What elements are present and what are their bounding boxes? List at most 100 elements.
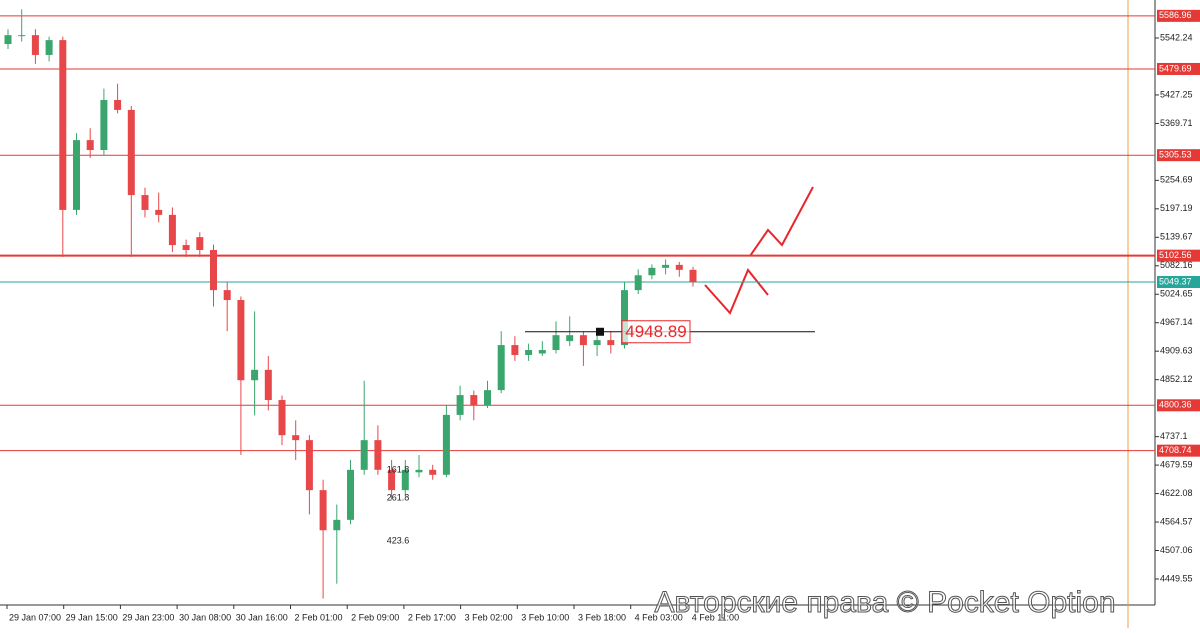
candle-body xyxy=(511,345,519,355)
candle-body xyxy=(73,140,80,210)
candle-body xyxy=(497,345,505,391)
candle-body xyxy=(347,469,354,520)
candle-body xyxy=(634,275,642,291)
y-tick-label: 5197.19 xyxy=(1160,203,1193,213)
candle-body xyxy=(127,109,135,196)
candle-body xyxy=(662,264,670,268)
fib-label: 423.6 xyxy=(387,535,410,545)
level-label-box xyxy=(1157,9,1200,22)
fib-label: 261.8 xyxy=(387,492,410,502)
y-tick-label: 4622.08 xyxy=(1160,488,1193,498)
candle-body xyxy=(470,395,478,405)
candle-body xyxy=(278,400,286,436)
candle-body xyxy=(415,469,423,473)
x-tick-label: 30 Jan 08:00 xyxy=(179,612,231,622)
candle-body xyxy=(237,300,245,381)
level-label: 4800.36 xyxy=(1159,400,1192,410)
candle-body xyxy=(689,269,697,283)
level-label-box xyxy=(1157,62,1200,75)
candle-body xyxy=(566,335,574,342)
candle-body xyxy=(305,440,313,491)
candle-body xyxy=(196,237,204,251)
candle-body xyxy=(45,40,53,55)
candle-body xyxy=(456,395,464,415)
watermark: Авторские права © Pocket Option xyxy=(654,586,1115,619)
candle-body xyxy=(675,264,683,270)
candle-body xyxy=(4,35,12,45)
y-tick-label: 4507.06 xyxy=(1160,545,1193,555)
x-tick-label: 29 Jan 15:00 xyxy=(66,612,118,622)
candle-body xyxy=(264,369,272,401)
annotation-marker xyxy=(596,327,604,336)
candle-body xyxy=(333,519,341,531)
level-label: 5586.96 xyxy=(1159,10,1192,20)
y-tick-label: 5427.25 xyxy=(1160,89,1193,99)
y-tick-label: 5542.24 xyxy=(1160,32,1193,42)
level-label: 5102.56 xyxy=(1159,250,1192,260)
candle-body xyxy=(114,100,122,110)
candle-body xyxy=(648,267,656,276)
candle-body xyxy=(319,490,327,531)
candle-body xyxy=(621,290,628,346)
candle-body xyxy=(59,40,67,210)
y-tick-label: 4564.57 xyxy=(1160,516,1193,526)
y-tick-label: 4967.14 xyxy=(1160,317,1193,327)
x-tick-label: 29 Jan 07:00 xyxy=(9,612,61,622)
level-label-box xyxy=(1157,444,1200,457)
candle-body xyxy=(223,290,231,301)
candle-body xyxy=(374,440,382,470)
x-tick-label: 4 Feb 03:00 xyxy=(635,612,683,622)
forecast-arrow xyxy=(749,186,814,257)
candle-body xyxy=(388,469,396,491)
candle-body xyxy=(100,100,108,151)
fib-label: 161.8 xyxy=(387,464,410,474)
candle-body xyxy=(251,369,259,381)
level-label-box xyxy=(1157,149,1200,162)
candle-body xyxy=(401,469,409,491)
candle-body xyxy=(552,335,560,351)
x-tick-label: 3 Feb 10:00 xyxy=(521,612,569,622)
candle-body xyxy=(484,390,491,405)
candle-body xyxy=(86,140,94,151)
y-tick-label: 4737.1 xyxy=(1160,431,1188,441)
level-label-box xyxy=(1157,399,1200,412)
candle-body xyxy=(182,245,190,251)
candle-body xyxy=(155,209,163,215)
candle-body xyxy=(210,250,217,291)
annotation-label: 4948.89 xyxy=(625,322,686,341)
candle-body xyxy=(18,35,26,37)
candle-body xyxy=(607,340,615,346)
candle-body xyxy=(525,350,533,355)
x-tick-label: 29 Jan 23:00 xyxy=(122,612,174,622)
y-tick-label: 5139.67 xyxy=(1160,232,1193,242)
y-tick-label: 5369.71 xyxy=(1160,118,1193,128)
level-label: 4708.74 xyxy=(1159,445,1192,455)
y-tick-label: 4449.55 xyxy=(1160,573,1193,583)
candle-body xyxy=(429,469,437,475)
x-tick-label: 3 Feb 18:00 xyxy=(578,612,626,622)
candle-body xyxy=(360,440,368,470)
candle-body xyxy=(442,414,450,475)
x-tick-label: 4 Feb 11:00 xyxy=(692,612,739,622)
candle-body xyxy=(593,340,601,346)
x-tick-label: 2 Feb 01:00 xyxy=(294,612,342,622)
annotation-box xyxy=(621,320,691,344)
candle-body xyxy=(141,195,149,210)
candle-body xyxy=(579,335,587,346)
y-tick-label: 5082.16 xyxy=(1160,260,1193,270)
candle-body xyxy=(292,435,300,441)
level-label: 5049.37 xyxy=(1159,276,1192,286)
y-tick-label: 5024.65 xyxy=(1160,289,1193,299)
candle-body xyxy=(168,214,176,246)
y-tick-label: 4852.12 xyxy=(1160,374,1193,384)
level-label: 5479.69 xyxy=(1159,63,1192,73)
x-tick-label: 30 Jan 16:00 xyxy=(236,612,288,622)
candle-body xyxy=(31,35,39,55)
x-tick-label: 2 Feb 09:00 xyxy=(351,612,399,622)
x-tick-label: 2 Feb 17:00 xyxy=(408,612,456,622)
y-tick-label: 5254.69 xyxy=(1160,175,1193,185)
y-tick-label: 4679.59 xyxy=(1160,459,1193,469)
